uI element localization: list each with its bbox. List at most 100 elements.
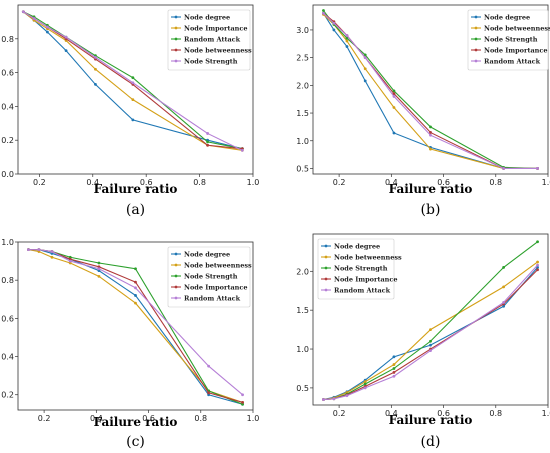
y-tick-label: 1.5 [296,306,309,315]
panel-label: (d) [421,434,441,450]
data-point [94,83,97,86]
y-tick-label: 0.8 [1,276,14,285]
legend-marker [324,266,328,270]
y-tick-label: 1.0 [296,137,309,146]
plot-frame [17,4,254,175]
data-point [64,49,68,53]
plot-frame [17,241,254,411]
data-point [392,89,396,93]
legend-label: Node Importance [184,24,247,32]
data-point [392,131,396,135]
series-line [22,11,243,151]
data-point [332,397,336,401]
data-point [345,39,349,43]
series-line [323,12,538,170]
legend-box [317,238,395,300]
legend-label: Node degree [184,250,230,258]
data-point [50,250,54,253]
legend-marker [174,37,178,41]
legend-marker [474,26,478,30]
chart-panel-a: 0.2 0.4 0.6 0.8 1.0 0.0 0.2 0.4 0.6 0.8 Node degre… [1,4,260,218]
data-point [536,240,539,244]
data-point [241,400,244,404]
y-tick-label: 2.5 [296,54,309,63]
legend-marker [174,59,178,63]
series-line [28,249,243,396]
x-axis-label: Failure ratio [389,413,473,427]
legend-marker [174,296,178,300]
y-tick-label: 3.0 [296,26,309,35]
x-tick-label: 1.0 [247,414,260,423]
legend-label: Random Attack [484,57,541,65]
legend-box [467,9,549,71]
data-point [536,167,539,170]
chart-panel-c: 0.2 0.4 0.6 0.8 1.0 0.2 0.4 0.6 0.8 1.0 Node degre… [1,238,259,450]
data-point [21,10,25,14]
data-point [363,53,367,57]
data-point [131,98,135,102]
y-tick-label: 0.5 [296,164,309,173]
data-point [429,133,432,137]
series-line [323,267,538,401]
legend-label: Node Strength [184,272,238,280]
legend-marker [474,48,478,52]
data-point [392,370,396,374]
data-point [206,143,210,147]
y-tick-label: 1.0 [1,238,14,247]
x-tick-label: 0.6 [437,409,450,418]
y-tick-label: 0.6 [1,69,14,78]
x-tick-label: 0.8 [489,409,502,418]
legend-label: Random Attack [334,286,391,294]
data-point [345,34,349,37]
series-line [28,249,243,403]
y-tick-label: 0.2 [1,391,14,400]
series-line [23,11,243,151]
data-point [429,125,432,129]
y-tick-label: 0.4 [1,353,14,362]
data-point [536,263,539,267]
legend-label: Node degree [484,13,530,21]
data-point [392,355,396,359]
data-point [134,280,137,284]
data-point [241,393,244,397]
data-point [536,266,539,269]
data-point [502,304,506,308]
legend-label: Node betweenness [334,253,402,261]
data-point [131,118,135,122]
x-tick-label: 0.6 [140,178,153,187]
panel-label: (b) [421,202,441,218]
legend-marker [174,285,178,289]
y-tick-label: 2.0 [296,267,309,276]
x-tick-label: 0.6 [437,178,450,187]
x-tick-label: 0.2 [33,178,46,187]
y-tick-label: 2.0 [296,81,309,90]
data-point [134,267,137,271]
data-point [50,255,54,259]
data-point [429,349,432,352]
data-point [392,106,396,109]
data-point [207,391,211,395]
data-point [363,386,367,390]
legend-label: Random Attack [184,35,241,43]
data-point [392,95,396,98]
legend-label: Node betweenness [184,46,252,54]
data-point [429,339,432,343]
x-tick-label: 1.0 [247,178,260,187]
data-point [207,364,211,368]
y-tick-label: 0.6 [1,314,14,323]
data-point [68,259,72,263]
data-point [502,266,506,269]
data-point [131,81,135,85]
x-tick-label: 0.2 [38,414,51,423]
data-point [45,25,49,29]
data-point [502,285,506,289]
data-point [429,131,432,134]
data-point [134,301,137,305]
series-line [323,261,538,401]
data-point [37,248,41,252]
data-point [429,328,432,332]
plot-frame [312,4,549,175]
x-tick-label: 0.8 [194,414,207,423]
data-point [363,382,367,386]
x-tick-label: 0.4 [385,409,398,418]
